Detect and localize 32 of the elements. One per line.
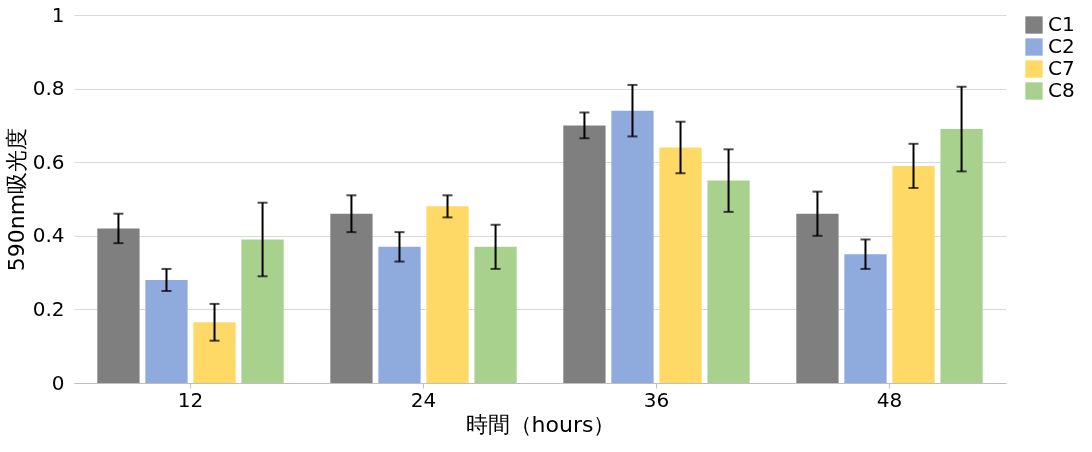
bar xyxy=(892,165,935,383)
bar xyxy=(844,254,887,383)
legend-label: C7 xyxy=(1048,56,1075,80)
y-tick-label: 0 xyxy=(51,370,65,395)
bar xyxy=(707,180,750,383)
x-tick-label: 36 xyxy=(643,387,670,412)
x-tick-label: 48 xyxy=(876,387,903,412)
y-tick-label: 0.4 xyxy=(32,223,65,248)
bar xyxy=(193,322,236,383)
bar xyxy=(378,246,421,383)
x-tick-label: 24 xyxy=(410,387,437,412)
legend-label: C8 xyxy=(1048,78,1075,102)
bar xyxy=(145,279,188,383)
legend-label: C1 xyxy=(1048,12,1075,36)
bar xyxy=(796,213,839,383)
x-tick-label: 12 xyxy=(177,387,204,412)
bar xyxy=(940,129,983,383)
y-tick-label: 0.2 xyxy=(32,296,65,321)
bar xyxy=(611,110,654,383)
x-axis-title: 時間（hours） xyxy=(465,411,616,437)
bar xyxy=(474,246,517,383)
y-tick-label: 0.8 xyxy=(32,76,65,101)
bar xyxy=(426,206,469,383)
y-tick-label: 1 xyxy=(51,2,65,27)
y-axis-title: 590nm吸光度 xyxy=(3,127,29,272)
y-tick-label: 0.6 xyxy=(32,149,65,174)
bar xyxy=(97,228,140,383)
bar xyxy=(330,213,373,383)
legend-label: C2 xyxy=(1048,34,1075,58)
bar xyxy=(563,125,606,383)
bar xyxy=(241,239,284,383)
bar xyxy=(659,147,702,383)
